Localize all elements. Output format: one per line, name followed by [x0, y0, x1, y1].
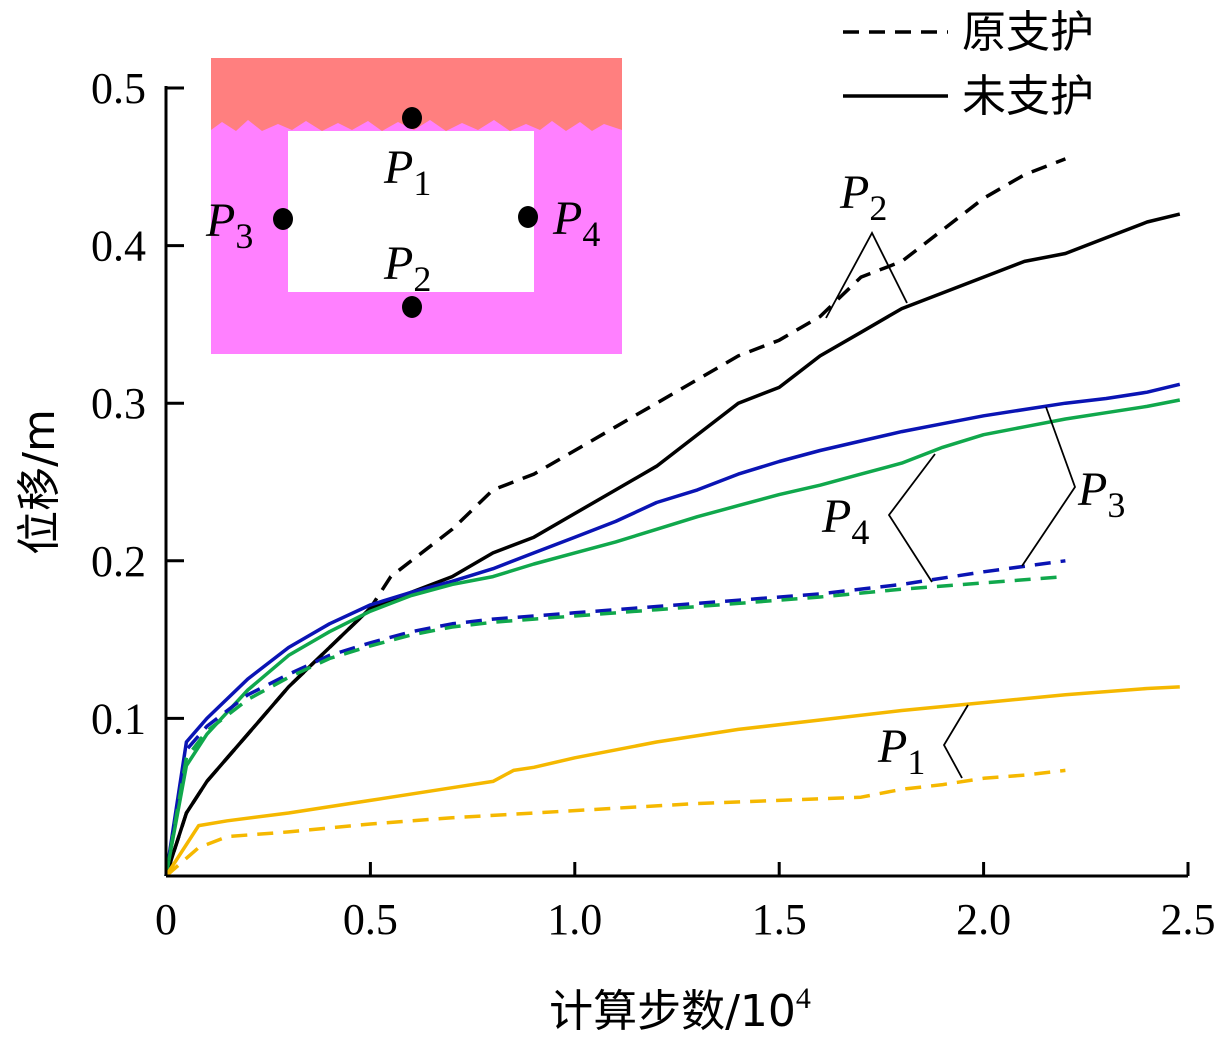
annotation-p2-leader — [825, 231, 908, 319]
inset-roof — [211, 58, 622, 131]
series-p2-dashed-line — [164, 157, 1067, 877]
annotation-p4-label: P4 — [821, 490, 869, 552]
annotation-layer: P1 P2 P3 P4 — [821, 166, 1125, 782]
inset-point-p2-marker — [402, 296, 422, 318]
series-p4-solid-line — [164, 398, 1181, 877]
inset-point-p4-marker — [518, 206, 538, 228]
legend-dashed-label: 原支护 — [962, 7, 1094, 58]
x-tick-label-0: 0 — [155, 895, 177, 944]
y-tick-label-2: 0.3 — [91, 379, 146, 428]
inset-point-p2-label: P2 — [383, 237, 431, 299]
x-tick-label-1: 0.5 — [343, 895, 398, 944]
annotation-p4-leader — [887, 453, 936, 583]
y-tick-label-0: 0.1 — [91, 694, 146, 743]
series-p1-dashed-line — [164, 768, 1066, 878]
x-tick-label-4: 2.0 — [956, 895, 1011, 944]
annotation-p1-leader — [942, 704, 969, 779]
inset-point-p1-marker — [402, 107, 422, 129]
x-tick-label-5: 2.5 — [1161, 895, 1216, 944]
inset-opening — [288, 131, 534, 292]
y-tick-label-1: 0.2 — [91, 537, 146, 586]
series-p1-solid-line — [164, 685, 1180, 877]
inset-point-p1-label: P1 — [383, 141, 431, 203]
inset-point-p3-label: P3 — [205, 194, 253, 256]
annotation-p3-label: P3 — [1077, 463, 1125, 525]
x-tick-label-3: 1.5 — [752, 895, 807, 944]
inset-point-p4-label: P4 — [552, 192, 600, 254]
y-tick-label-3: 0.4 — [91, 222, 146, 271]
series-p3-dashed-line — [164, 559, 1066, 877]
legend-solid-label: 未支护 — [962, 71, 1094, 122]
y-tick-label-4: 0.5 — [91, 64, 146, 113]
annotation-p1-label: P1 — [877, 720, 925, 782]
series-p4-dashed-line — [164, 574, 1066, 877]
annotation-p3-leader — [1021, 406, 1077, 567]
x-axis-title: 计算步数/104 — [549, 982, 811, 1037]
x-tick-label-2: 1.0 — [547, 895, 602, 944]
series-p3-solid-line — [164, 382, 1181, 877]
series-layer — [164, 157, 1181, 878]
tunnel-inset: P1 P2 P3 P4 — [205, 58, 622, 354]
inset-point-p3-marker — [273, 208, 293, 230]
annotation-p2-label: P2 — [839, 166, 887, 228]
axes-layer: 0 0.5 1.0 1.5 2.0 2.5 0.1 0.2 0.3 0.4 0.5 计算步数/104 位… — [14, 64, 1216, 1037]
y-axis-title: 位移/m — [14, 409, 65, 555]
